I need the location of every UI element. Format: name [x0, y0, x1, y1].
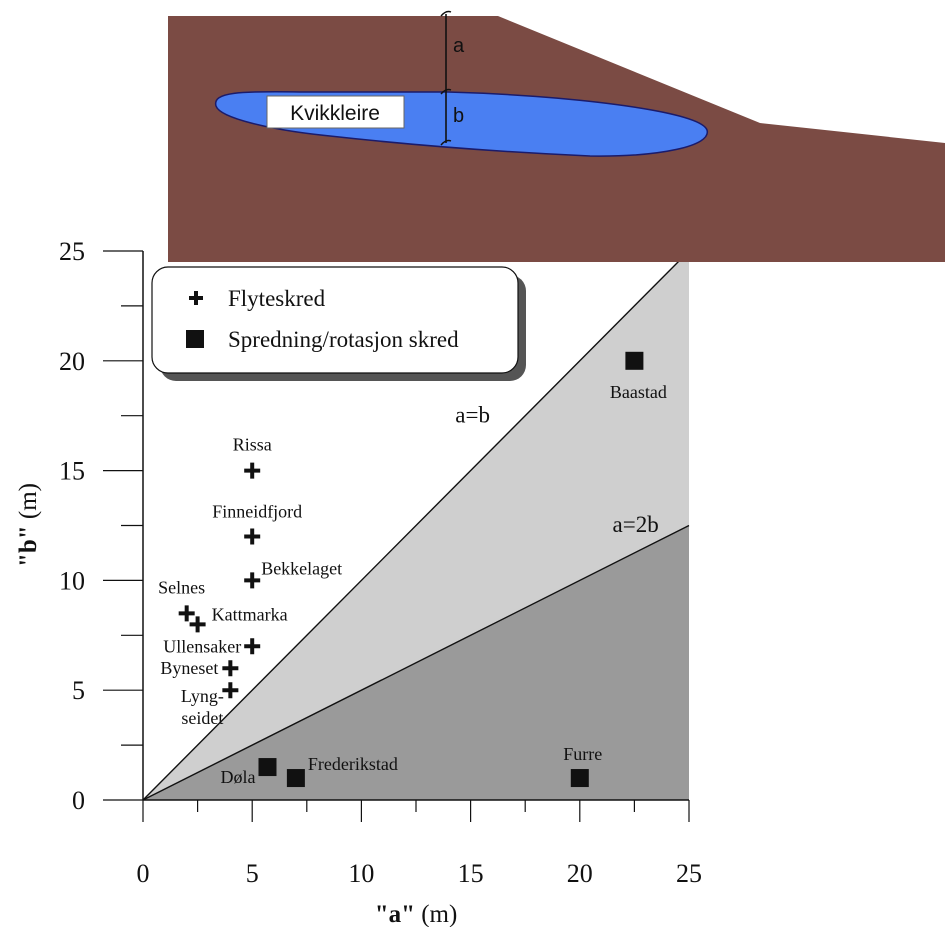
y-axis-title: "b" (m): [15, 483, 42, 567]
legend: Flyteskred Spredning/rotasjon skred: [151, 266, 526, 381]
y-tick-label: 10: [59, 566, 85, 595]
marker-baastad: [625, 351, 644, 370]
x-tick-label: 15: [458, 859, 484, 888]
dimension-b-label: b: [453, 105, 464, 127]
legend-square-marker: [186, 330, 204, 348]
x-tick-label: 25: [676, 859, 702, 888]
y-tick-label: 5: [72, 676, 85, 705]
point-label-selnes: Selnes: [158, 577, 205, 597]
y-axis-title-unit: (m): [15, 483, 42, 525]
dimension-a-label: a: [453, 35, 465, 57]
marker-ullensaker: [244, 638, 261, 655]
plot-regions: [142, 250, 690, 801]
dimension-tick-bottom: [440, 139, 452, 146]
x-tick-label: 0: [137, 859, 150, 888]
reference-line-a-eq-b: [142, 250, 690, 801]
y-tick-label: 0: [72, 786, 85, 815]
cross-section-diagram: Kvikkleire a b: [168, 10, 945, 262]
x-axis-title-quoted: "a": [375, 901, 415, 927]
y-tick-label: 25: [59, 237, 85, 266]
point-label-byneset: Byneset: [160, 658, 218, 678]
reference-line-label-a-eq-2b: a=2b: [613, 512, 659, 537]
point-label-d-la: Døla: [220, 767, 255, 787]
marker-selnes: [178, 605, 195, 622]
marker-furre: [570, 769, 589, 788]
x-axis-title-unit: (m): [415, 901, 457, 927]
clay-label-box: [266, 95, 405, 129]
legend-cross-marker: [189, 291, 203, 305]
x-ticks: 0 5 10 15 20 25: [137, 800, 702, 888]
point-label-lyng-seidet: Lyng-seidet: [181, 686, 224, 728]
x-tick-label: 5: [246, 859, 259, 888]
marker-kattmarka: [189, 616, 206, 633]
y-ticks: 0 5 10 15 20 25: [59, 237, 143, 815]
reference-line-label-a-eq-b: a=b: [455, 402, 490, 427]
point-label-furre: Furre: [563, 744, 602, 764]
reference-line-a-eq-2b: [142, 524, 690, 801]
marker-finneidfjord: [244, 528, 261, 545]
y-axis-title-quoted: "b": [15, 525, 42, 567]
point-label-ullensaker: Ullensaker: [163, 636, 241, 656]
y-tick-label: 20: [59, 347, 85, 376]
legend-box: [151, 266, 519, 374]
dimension-tick-mid: [440, 88, 452, 95]
x-tick-label: 10: [348, 859, 374, 888]
marker-byneset: [222, 660, 239, 677]
point-label-baastad: Baastad: [610, 382, 667, 402]
y-tick-label: 15: [59, 457, 85, 486]
marker-bekkelaget: [244, 572, 261, 589]
dimension-tick-top: [440, 10, 452, 17]
point-label-rissa: Rissa: [233, 435, 272, 455]
marker-frederikstad: [286, 769, 305, 788]
marker-lyng-seidet: [222, 682, 239, 699]
point-label-bekkelaget: Bekkelaget: [261, 558, 342, 578]
legend-label-flyteskred: Flyteskred: [228, 286, 326, 311]
marker-d-la: [258, 758, 277, 777]
clay-label: Kvikkleire: [290, 102, 380, 125]
legend-label-spredning: Spredning/rotasjon skred: [228, 327, 459, 352]
data-points: Rissa Finneidfjord Bekkelaget Selnes Kattmar…: [158, 351, 667, 788]
marker-rissa: [244, 462, 261, 479]
x-axis-title: "a" (m): [375, 901, 458, 927]
point-label-finneidfjord: Finneidfjord: [212, 501, 302, 521]
point-label-kattmarka: Kattmarka: [212, 604, 288, 624]
x-tick-label: 20: [567, 859, 593, 888]
point-label-frederikstad: Frederikstad: [308, 754, 398, 774]
